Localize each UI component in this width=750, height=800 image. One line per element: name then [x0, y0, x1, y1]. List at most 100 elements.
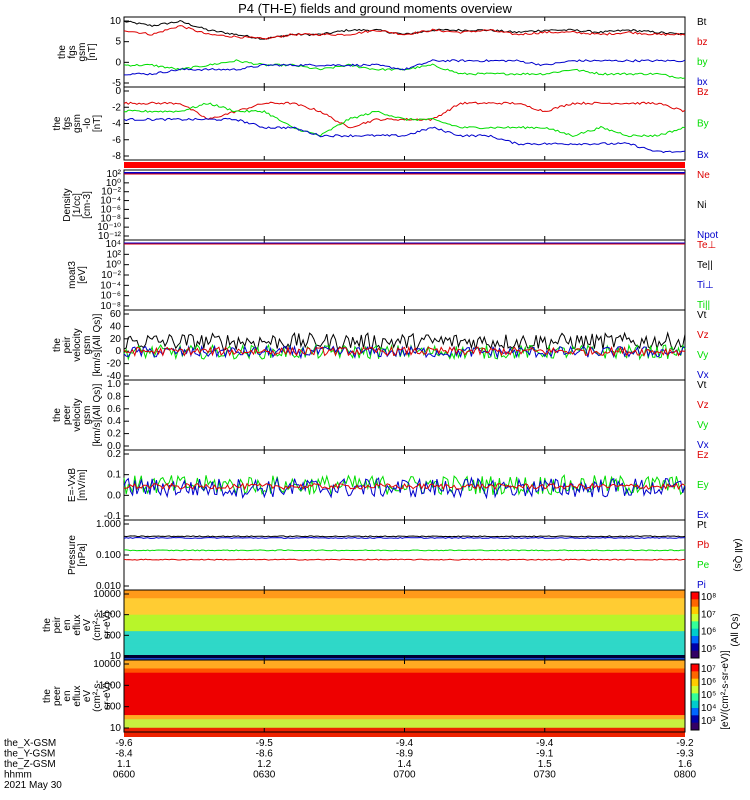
series-by — [123, 59, 686, 80]
colorbar-2-tick: 10⁴ — [701, 703, 716, 714]
spectrogram-band — [124, 672, 685, 678]
spectrogram-band — [124, 706, 685, 712]
y-axis-label: (cm²-s- — [92, 680, 103, 712]
y-tick-label: 10⁻⁸ — [100, 301, 121, 312]
colorbar-2-swatch — [691, 671, 699, 680]
legend-entry: Ex — [697, 510, 709, 521]
y-axis-label: the — [52, 338, 63, 352]
legend-entry: Pi — [697, 580, 706, 591]
y-tick-label: -2 — [112, 102, 121, 113]
legend-entry: Ti⊥ — [697, 280, 714, 291]
series-By — [123, 102, 686, 138]
y-axis-label: the — [52, 116, 63, 130]
colorbar-2-frame — [690, 663, 700, 731]
x-axis-value: -9.4 — [536, 738, 554, 749]
y-axis-label: [nT] — [92, 115, 103, 132]
x-axis-value: -9.2 — [676, 738, 694, 749]
y-tick-label: 1000 — [99, 610, 122, 621]
colorbar-2-tick: 10⁷ — [701, 664, 716, 675]
legend-entry: Pe — [697, 560, 710, 571]
x-axis-value: -9.4 — [396, 738, 414, 749]
x-axis-value: 1.6 — [678, 759, 692, 770]
spectrogram-band — [124, 702, 685, 708]
colorbar-2-tick: 10⁶ — [701, 677, 716, 688]
colorbar-2-swatch — [691, 678, 699, 687]
series-bz — [123, 25, 686, 40]
legend-entry: Vz — [697, 330, 709, 341]
y-tick-label: 0 — [115, 57, 121, 68]
x-axis-value: 1.5 — [538, 759, 552, 770]
spectrogram-band — [124, 635, 685, 641]
y-axis-label: peer — [52, 685, 63, 706]
colorbar-1-swatch — [691, 643, 699, 652]
y-tick-label: -6 — [112, 135, 121, 146]
colorbar-2-swatch — [691, 722, 699, 731]
series-Pi — [123, 536, 686, 539]
legend-entry: Te⊥ — [697, 240, 716, 251]
spectrogram-band — [124, 618, 685, 624]
y-tick-label: 10⁰ — [106, 178, 121, 189]
y-axis-label: fgs — [67, 45, 78, 58]
y-axis-label: en — [62, 619, 73, 630]
y-axis-label: [km/s](All Qs)] — [92, 313, 103, 376]
y-tick-label: 0.4 — [107, 416, 121, 427]
y-axis-label: the — [52, 408, 63, 422]
y-axis-label: gsm — [77, 43, 88, 62]
y-axis-label: [nT] — [87, 43, 98, 60]
legend-entry: bx — [697, 77, 708, 88]
x-axis-value: -8.9 — [396, 749, 414, 760]
y-tick-label: 0.100 — [96, 550, 121, 561]
y-axis-label: velocity — [72, 398, 83, 431]
legend-entry: Ey — [697, 480, 709, 491]
y-axis-label: Density — [62, 188, 73, 221]
spectrogram-band — [124, 681, 685, 687]
spectrogram-band — [124, 651, 685, 657]
y-axis-label: Pressure — [67, 535, 78, 575]
colorbar-2-swatch — [691, 693, 699, 702]
spectrogram-band — [124, 693, 685, 699]
y-tick-label: 10⁻⁴ — [100, 280, 121, 291]
y-axis-label: sr-eV) — [102, 611, 113, 638]
pressure-frame — [123, 519, 686, 591]
peer-eflux-spectrogram — [124, 660, 685, 737]
y-tick-label: 20 — [110, 334, 122, 345]
y-axis-label: [nPa] — [77, 543, 88, 567]
legend-entry: Ez — [697, 450, 709, 461]
y-axis-label: eV — [82, 619, 93, 632]
spectrogram-band — [124, 631, 685, 637]
colorbar-2-swatch — [691, 715, 699, 724]
spectrogram-band — [124, 622, 685, 628]
legend-entry: Vt — [697, 310, 707, 321]
y-tick-label: 10⁻² — [101, 187, 121, 198]
legend-entry: Ne — [697, 170, 710, 181]
colorbar-1-frame — [690, 591, 700, 659]
y-tick-label: 0 — [115, 346, 121, 357]
y-axis-label: velocity — [72, 328, 83, 361]
series-Bz — [123, 101, 686, 129]
x-axis-row-label: the_Z-GSM — [4, 759, 56, 770]
y-tick-label: -5 — [112, 78, 121, 89]
series-Vx — [123, 344, 686, 360]
y-tick-label: 10 — [110, 16, 122, 27]
y-axis-label: gsm — [72, 114, 83, 133]
spectrogram-band — [124, 647, 685, 653]
colorbar-2-swatch — [691, 686, 699, 694]
y-axis-label: moat3 — [67, 261, 78, 289]
colorbar-1-tick: 10⁷ — [701, 609, 716, 620]
x-axis-row-label: the_Y-GSM — [4, 749, 55, 760]
y-axis-label: peir — [52, 616, 63, 633]
spectrogram-band — [124, 627, 685, 632]
colorbar-1-swatch — [691, 599, 699, 608]
x-axis-value: 1.2 — [257, 759, 271, 770]
y-tick-label: 0.2 — [107, 429, 121, 440]
legend-entry: Vz — [697, 400, 709, 411]
legend-entry: Bz — [697, 87, 709, 98]
y-tick-label: 10⁻¹² — [98, 231, 122, 242]
y-axis-label: en — [62, 690, 73, 701]
colorbar-label-overlay: (All Qs) — [730, 613, 741, 646]
colorbar-1-swatch — [691, 628, 699, 637]
spectrogram-band — [124, 664, 685, 670]
y-tick-label: 10⁻¹⁰ — [97, 222, 121, 233]
colorbar-1-swatch — [691, 606, 699, 615]
